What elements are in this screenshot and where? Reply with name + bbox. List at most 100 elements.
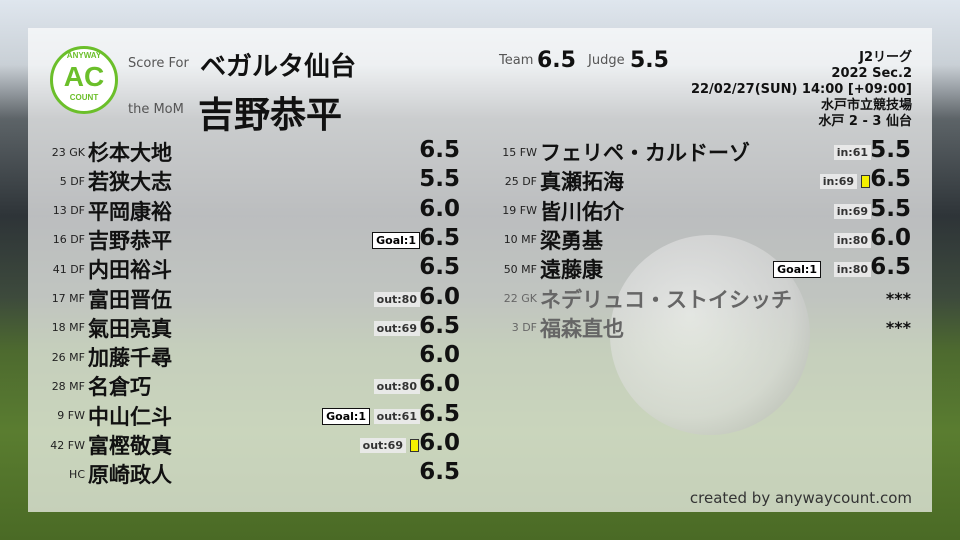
player-row: HC 原崎政人	[36, 460, 172, 488]
mom-name: 吉野恭平	[198, 95, 343, 136]
player-score: 5.5	[870, 137, 911, 163]
player-score: 6.0	[419, 195, 460, 222]
player-row: 10 MF 梁勇基	[488, 226, 603, 254]
player-name: ネデリュコ・ストイシッチ	[540, 287, 792, 312]
player-score: 6.0	[419, 430, 460, 456]
player-row: 28 MF 名倉巧	[36, 372, 151, 400]
player-number-position: 5 DF	[59, 174, 85, 188]
substitution-tag: in:80	[833, 262, 871, 278]
player-row: 5 DF 若狭大志	[36, 167, 172, 195]
goal-badge: Goal:1	[372, 231, 420, 249]
player-score: 6.0	[870, 224, 911, 251]
player-number-position: 13 DF	[52, 204, 85, 218]
player-score: ***	[885, 288, 911, 308]
player-name: 梁勇基	[540, 228, 603, 253]
player-number-position: 9 FW	[57, 409, 85, 423]
player-row: 42 FW 富樫敬真	[36, 431, 172, 459]
team-label: Team	[499, 53, 534, 68]
substitution-tag: in:61	[833, 145, 871, 160]
team-name: ベガルタ仙台	[200, 52, 357, 82]
match-info: J2リーグ 2022 Sec.2 22/02/27(SUN) 14:00 [+0…	[691, 50, 912, 130]
player-name: フェリペ・カルドーゾ	[540, 141, 750, 165]
player-name: 中山仁斗	[88, 404, 172, 429]
substitution-tag: in:69	[819, 174, 857, 190]
player-name: 平岡康裕	[88, 199, 172, 224]
player-score: 6.5	[419, 254, 460, 281]
score-for-label: Score For	[128, 56, 189, 71]
player-name: 内田裕斗	[88, 258, 172, 283]
anywaycount-logo: ANYWAY AC COUNT	[50, 46, 118, 114]
player-row: 26 MF 加藤千尋	[36, 343, 172, 371]
logo-text: AC	[63, 61, 105, 92]
player-score: 6.0	[419, 283, 460, 310]
player-number-position: 42 FW	[50, 438, 85, 452]
player-name: 皆川佑介	[540, 199, 624, 224]
judge-label: Judge	[588, 53, 625, 68]
player-row: 15 FW フェリペ・カルドーゾ	[488, 138, 750, 166]
player-row: 17 MF 富田晋伍	[36, 285, 172, 313]
player-row: 3 DF 福森直也	[488, 314, 624, 342]
player-name: 若狭大志	[88, 170, 172, 195]
player-score: 5.5	[419, 166, 460, 193]
player-row: 25 DF 真瀬拓海	[488, 167, 624, 195]
player-name: 福森直也	[540, 316, 624, 341]
player-row: 19 FW 皆川佑介	[488, 197, 624, 225]
player-row: 41 DF 内田裕斗	[36, 255, 172, 283]
goal-badge: Goal:1	[322, 407, 370, 425]
player-row: 13 DF 平岡康裕	[36, 197, 172, 225]
player-row: 50 MF 遠藤康	[488, 255, 603, 283]
mom-label: the MoM	[128, 102, 184, 117]
credit: created by anywaycount.com	[689, 489, 912, 507]
player-number-position: 22 GK	[503, 292, 537, 305]
judge-score: 5.5	[630, 48, 669, 73]
player-number-position: 25 DF	[504, 174, 537, 188]
player-score: 6.5	[419, 137, 460, 163]
player-name: 真瀬拓海	[540, 170, 624, 195]
player-score: 5.5	[870, 195, 911, 222]
datetime: 22/02/27(SUN) 14:00 [+09:00]	[690, 82, 912, 97]
yellow-card-icon	[410, 439, 419, 452]
player-name: 富樫敬真	[88, 434, 172, 458]
player-row: 9 FW 中山仁斗	[36, 402, 172, 430]
logo-top-text: ANYWAY	[66, 51, 102, 60]
player-name: 原崎政人	[88, 463, 172, 488]
player-number-position: 17 MF	[51, 292, 85, 305]
substitution-tag: in:69	[833, 203, 871, 219]
yellow-card-icon	[861, 175, 870, 189]
player-number-position: 28 MF	[51, 379, 85, 393]
player-name: 遠藤康	[540, 258, 603, 283]
player-number-position: 19 FW	[502, 204, 537, 218]
team-score: 6.5	[537, 48, 576, 73]
substitution-tag: out:80	[373, 291, 420, 307]
player-score: 6.5	[419, 224, 460, 251]
player-row: 22 GK ネデリュコ・ストイシッチ	[488, 285, 792, 313]
player-score: 6.5	[870, 254, 911, 281]
player-number-position: 16 DF	[52, 233, 85, 247]
player-name: 杉本大地	[88, 141, 172, 165]
player-score: 6.0	[419, 342, 460, 369]
player-name: 氣田亮真	[88, 316, 172, 341]
substitution-tag: out:69	[359, 438, 406, 453]
player-name: 加藤千尋	[88, 346, 172, 371]
player-number-position: 50 MF	[503, 262, 537, 276]
player-number-position: 26 MF	[51, 350, 85, 364]
player-name: 富田晋伍	[88, 287, 172, 312]
player-score: 6.5	[870, 166, 911, 193]
player-number-position: HC	[69, 467, 85, 481]
season: 2022 Sec.2	[831, 66, 912, 81]
result: 水戸 2 - 3 仙台	[818, 114, 912, 129]
player-score: ***	[885, 317, 911, 337]
league: J2リーグ	[859, 50, 912, 65]
player-number-position: 18 MF	[51, 321, 85, 335]
player-score: 6.5	[419, 400, 460, 427]
player-row: 23 GK 杉本大地	[36, 138, 172, 166]
substitution-tag: in:80	[833, 232, 871, 248]
player-number-position: 15 FW	[502, 145, 537, 159]
substitution-tag: out:61	[373, 408, 420, 424]
player-number-position: 23 GK	[51, 145, 85, 159]
player-score: 6.5	[419, 459, 460, 486]
player-row: 18 MF 氣田亮真	[36, 314, 172, 342]
player-score: 6.0	[419, 371, 460, 398]
player-name: 名倉巧	[88, 375, 151, 400]
player-row: 16 DF 吉野恭平	[36, 226, 172, 254]
